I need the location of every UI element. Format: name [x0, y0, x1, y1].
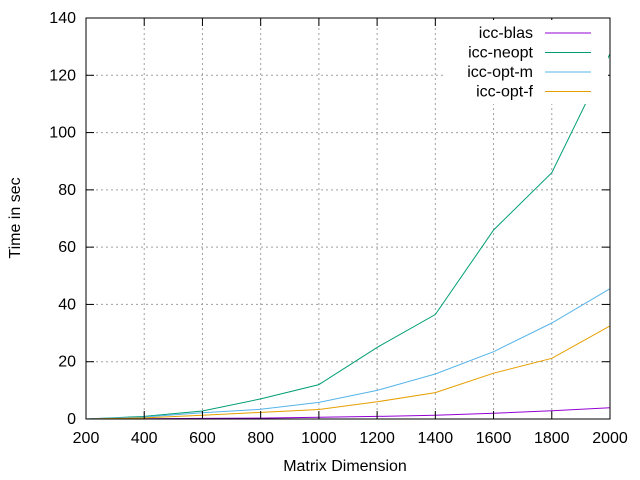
x-tick-label: 1200	[359, 430, 395, 447]
plot-frame	[85, 17, 611, 420]
series-line-icc-opt-m	[85, 288, 611, 420]
legend-background	[445, 20, 608, 104]
x-tick-label: 400	[131, 430, 158, 447]
y-tick-label: 80	[58, 182, 76, 199]
x-tick-label: 1000	[301, 430, 337, 447]
x-tick-label: 1600	[476, 430, 512, 447]
series-line-icc-opt-f	[85, 325, 611, 420]
y-tick-label: 120	[49, 67, 76, 84]
y-tick-label: 40	[58, 296, 76, 313]
legend-label-icc-opt-m: icc-opt-m	[467, 64, 533, 81]
x-tick-label: 1400	[418, 430, 454, 447]
y-axis-title: Time in sec	[7, 177, 24, 258]
x-axis-title: Matrix Dimension	[283, 458, 407, 475]
legend: icc-blas icc-neopt icc-opt-m icc-opt-f	[445, 20, 608, 104]
series-lines	[85, 53, 611, 420]
y-tick-label: 60	[58, 239, 76, 256]
axis-ticks: 0 20 40 60 80 100 120 140 200 400 600 800 1000 1200 14…	[49, 10, 628, 447]
grid	[86, 18, 610, 419]
x-tick-label: 200	[73, 430, 100, 447]
legend-label-icc-blas: icc-blas	[479, 25, 533, 42]
y-tick-label: 0	[67, 411, 76, 428]
y-tick-label: 100	[49, 125, 76, 142]
y-tick-label: 140	[49, 10, 76, 27]
x-tick-label: 800	[247, 430, 274, 447]
x-tick-label: 600	[189, 430, 216, 447]
legend-label-icc-neopt: icc-neopt	[468, 45, 533, 62]
y-tick-label: 20	[58, 354, 76, 371]
x-tick-label: 1800	[534, 430, 570, 447]
legend-label-icc-opt-f: icc-opt-f	[476, 84, 533, 101]
series-line-icc-neopt	[85, 53, 611, 420]
x-tick-label: 2000	[592, 430, 628, 447]
